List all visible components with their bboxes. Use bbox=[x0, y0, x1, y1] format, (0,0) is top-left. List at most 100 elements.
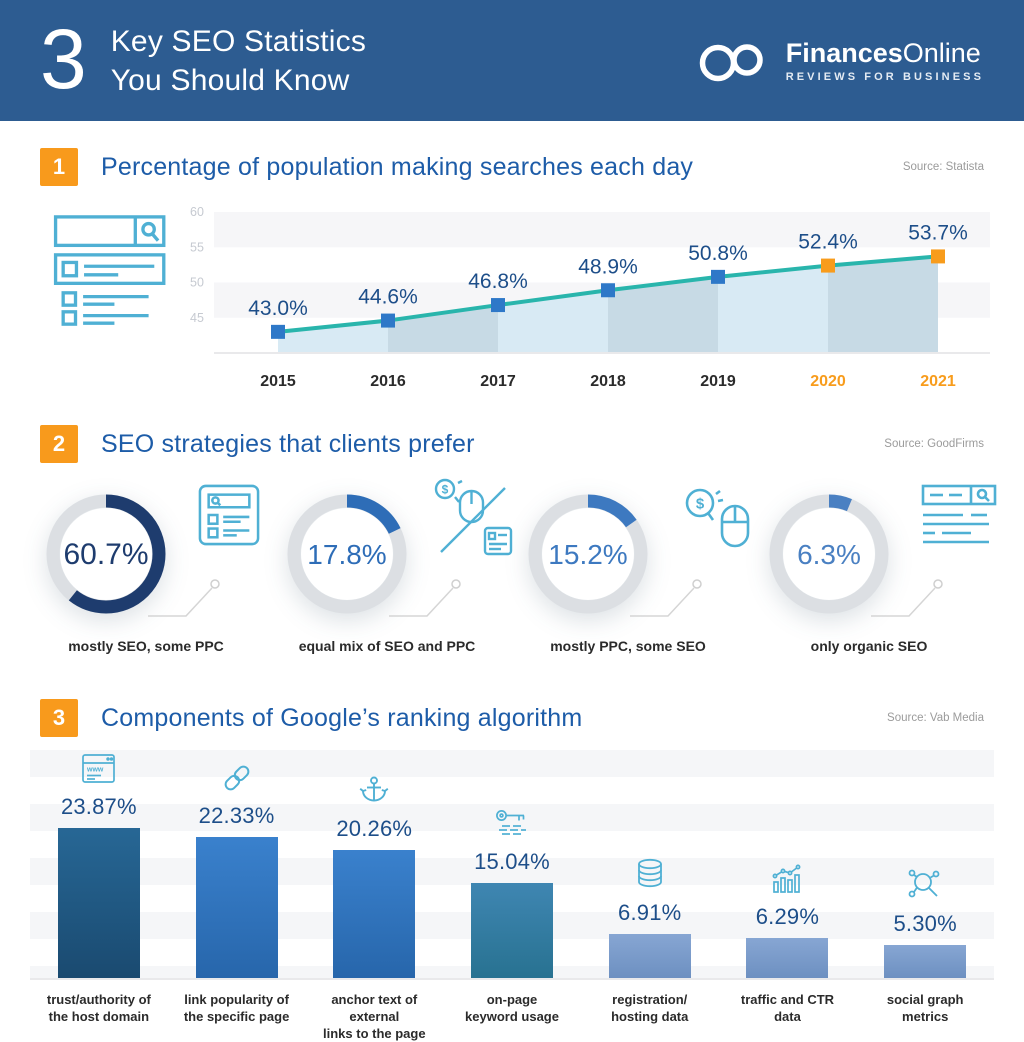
connector-line bbox=[630, 579, 702, 617]
logo-brand-light: Online bbox=[902, 37, 981, 68]
y-axis-tick: 60 bbox=[190, 205, 204, 219]
area-fill-band bbox=[828, 256, 938, 353]
data-point-label: 52.4% bbox=[798, 231, 858, 254]
x-axis-year-label: 2021 bbox=[920, 373, 956, 390]
donut-value: 6.3% bbox=[797, 539, 861, 570]
bar-column: 15.04% bbox=[443, 808, 581, 978]
bar-category-label: anchor text of external links to the pag… bbox=[323, 992, 426, 1041]
bar-chart-plot: www 23.87% 22.33% 20.26% 15.04% 6.91% bbox=[30, 750, 994, 980]
area-chart-svg: 45 50 55 60 43.0% 2015 44.6% 2016 46.8% 2017 48.9%… bbox=[190, 205, 990, 390]
data-point-marker bbox=[711, 269, 725, 284]
section-1-title: Percentage of population making searches… bbox=[101, 152, 694, 181]
header-title-line2: You Should Know bbox=[110, 63, 350, 97]
donut-item: 15.2% $ mostly PPC, some SEO bbox=[522, 488, 763, 680]
searches-chart-block: 45 50 55 60 43.0% 2015 44.6% 2016 46.8% 2017 48.9%… bbox=[52, 199, 1024, 402]
x-axis-year-label: 2017 bbox=[480, 373, 516, 390]
bar-category-label: trust/authority of the host domain bbox=[46, 992, 151, 1024]
bar-category-label: registration/ hosting data bbox=[611, 992, 689, 1024]
x-axis-year-label: 2020 bbox=[810, 373, 846, 390]
header-title: Key SEO Statistics You Should Know bbox=[111, 22, 366, 100]
bar-value-label: 6.29% bbox=[755, 904, 820, 929]
data-point-marker bbox=[491, 298, 505, 313]
section-3-header: 3 Components of Google’s ranking algorit… bbox=[40, 698, 984, 738]
donut-hole bbox=[783, 508, 875, 600]
section-1-header: 1 Percentage of population making search… bbox=[40, 147, 984, 187]
section-3-badge: 3 bbox=[40, 699, 78, 737]
donut-category-label: mostly PPC, some SEO bbox=[550, 638, 706, 654]
donut-arc bbox=[769, 494, 889, 614]
section-3-title: Components of Google’s ranking algorithm bbox=[101, 703, 583, 732]
bar-value-label: 23.87% bbox=[60, 794, 137, 819]
donut-arc bbox=[46, 494, 166, 614]
bar-value-label: 15.04% bbox=[474, 849, 550, 874]
money-mouse-icon: $ bbox=[680, 484, 756, 561]
bar-category-label: traffic and CTR data bbox=[740, 992, 835, 1024]
header-banner: 3 Key SEO Statistics You Should Know Fin… bbox=[0, 0, 1024, 121]
link-icon bbox=[219, 762, 255, 799]
svg-text:$: $ bbox=[442, 483, 449, 497]
traffic-chart-icon bbox=[769, 863, 805, 900]
bar-column: 6.29% bbox=[719, 863, 857, 978]
section-2-title: SEO strategies that clients prefer bbox=[101, 429, 475, 458]
svg-text:$: $ bbox=[696, 496, 705, 513]
header-big-number: 3 bbox=[40, 11, 87, 106]
searches-area-chart: 45 50 55 60 43.0% 2015 44.6% 2016 46.8% 2017 48.9%… bbox=[190, 199, 996, 402]
donut-category-label: only organic SEO bbox=[810, 638, 928, 654]
bar-category-label: link popularity of the specific page bbox=[183, 992, 290, 1024]
browser-www-icon: www bbox=[81, 753, 117, 790]
database-icon bbox=[634, 857, 666, 896]
data-point-label: 44.6% bbox=[358, 286, 418, 309]
donut-arc bbox=[528, 494, 648, 614]
bar-column: 5.30% bbox=[856, 868, 994, 978]
connector-line bbox=[871, 579, 943, 617]
bar-value-label: 6.91% bbox=[618, 900, 682, 925]
seo-strategies-donut-row: 60.7% mostly SEO, some PPC 17.8% $ equal … bbox=[40, 478, 1004, 680]
area-fill-band bbox=[608, 276, 718, 353]
bar-category-label: social graph metrics bbox=[886, 992, 964, 1024]
bar-column: 20.26% bbox=[305, 775, 443, 978]
donut-hole bbox=[301, 508, 393, 600]
section-1-badge: 1 bbox=[40, 148, 78, 186]
grid-band bbox=[214, 212, 990, 248]
donut-gauge: 17.8% bbox=[287, 494, 407, 614]
search-results-illustration bbox=[52, 215, 178, 332]
data-point-label: 53.7% bbox=[908, 221, 968, 244]
section-3-source: Source: Vab Media bbox=[887, 712, 984, 724]
y-axis-tick: 50 bbox=[190, 276, 204, 290]
svg-text:www: www bbox=[86, 767, 104, 774]
data-point-marker bbox=[601, 283, 615, 298]
x-axis-year-label: 2018 bbox=[590, 373, 626, 390]
bar bbox=[195, 837, 278, 978]
data-point-marker bbox=[271, 324, 285, 339]
ppc-seo-split-icon: $ bbox=[429, 476, 515, 567]
bar bbox=[333, 850, 416, 978]
key-icon bbox=[494, 808, 530, 845]
donut-value: 15.2% bbox=[548, 539, 627, 570]
logo-tagline: REVIEWS FOR BUSINESS bbox=[785, 70, 984, 83]
section-2-source: Source: GoodFirms bbox=[884, 438, 984, 450]
section-1-source: Source: Statista bbox=[902, 161, 984, 173]
data-point-marker bbox=[381, 313, 395, 328]
y-axis-tick: 55 bbox=[190, 240, 204, 254]
donut-item: 6.3% only organic SEO bbox=[763, 484, 1004, 680]
connector-line bbox=[148, 579, 220, 617]
donut-gauge: 60.7% bbox=[46, 494, 166, 614]
header-title-line1: Key SEO Statistics bbox=[110, 24, 367, 58]
logo-brand-bold: Finances bbox=[785, 37, 903, 68]
bar-value-label: 22.33% bbox=[198, 803, 275, 828]
donut-gauge: 15.2% bbox=[528, 494, 648, 614]
donut-gauge: 6.3% bbox=[769, 494, 889, 614]
bar-column: www 23.87% bbox=[30, 753, 168, 978]
bar bbox=[471, 883, 554, 978]
bar-value-label: 20.26% bbox=[336, 816, 413, 841]
bar-chart-category-labels: trust/authority of the host domain link p… bbox=[30, 991, 994, 1042]
connector-line bbox=[389, 579, 461, 617]
bar bbox=[884, 945, 967, 978]
donut-value: 60.7% bbox=[63, 538, 148, 571]
bar bbox=[746, 938, 829, 978]
bar-column: 22.33% bbox=[168, 762, 306, 978]
donut-hole bbox=[542, 508, 634, 600]
bar-category-label: on-page keyword usage bbox=[465, 992, 559, 1024]
donut-item: 17.8% $ equal mix of SEO and PPC bbox=[281, 478, 522, 680]
donut-value: 17.8% bbox=[307, 539, 386, 570]
